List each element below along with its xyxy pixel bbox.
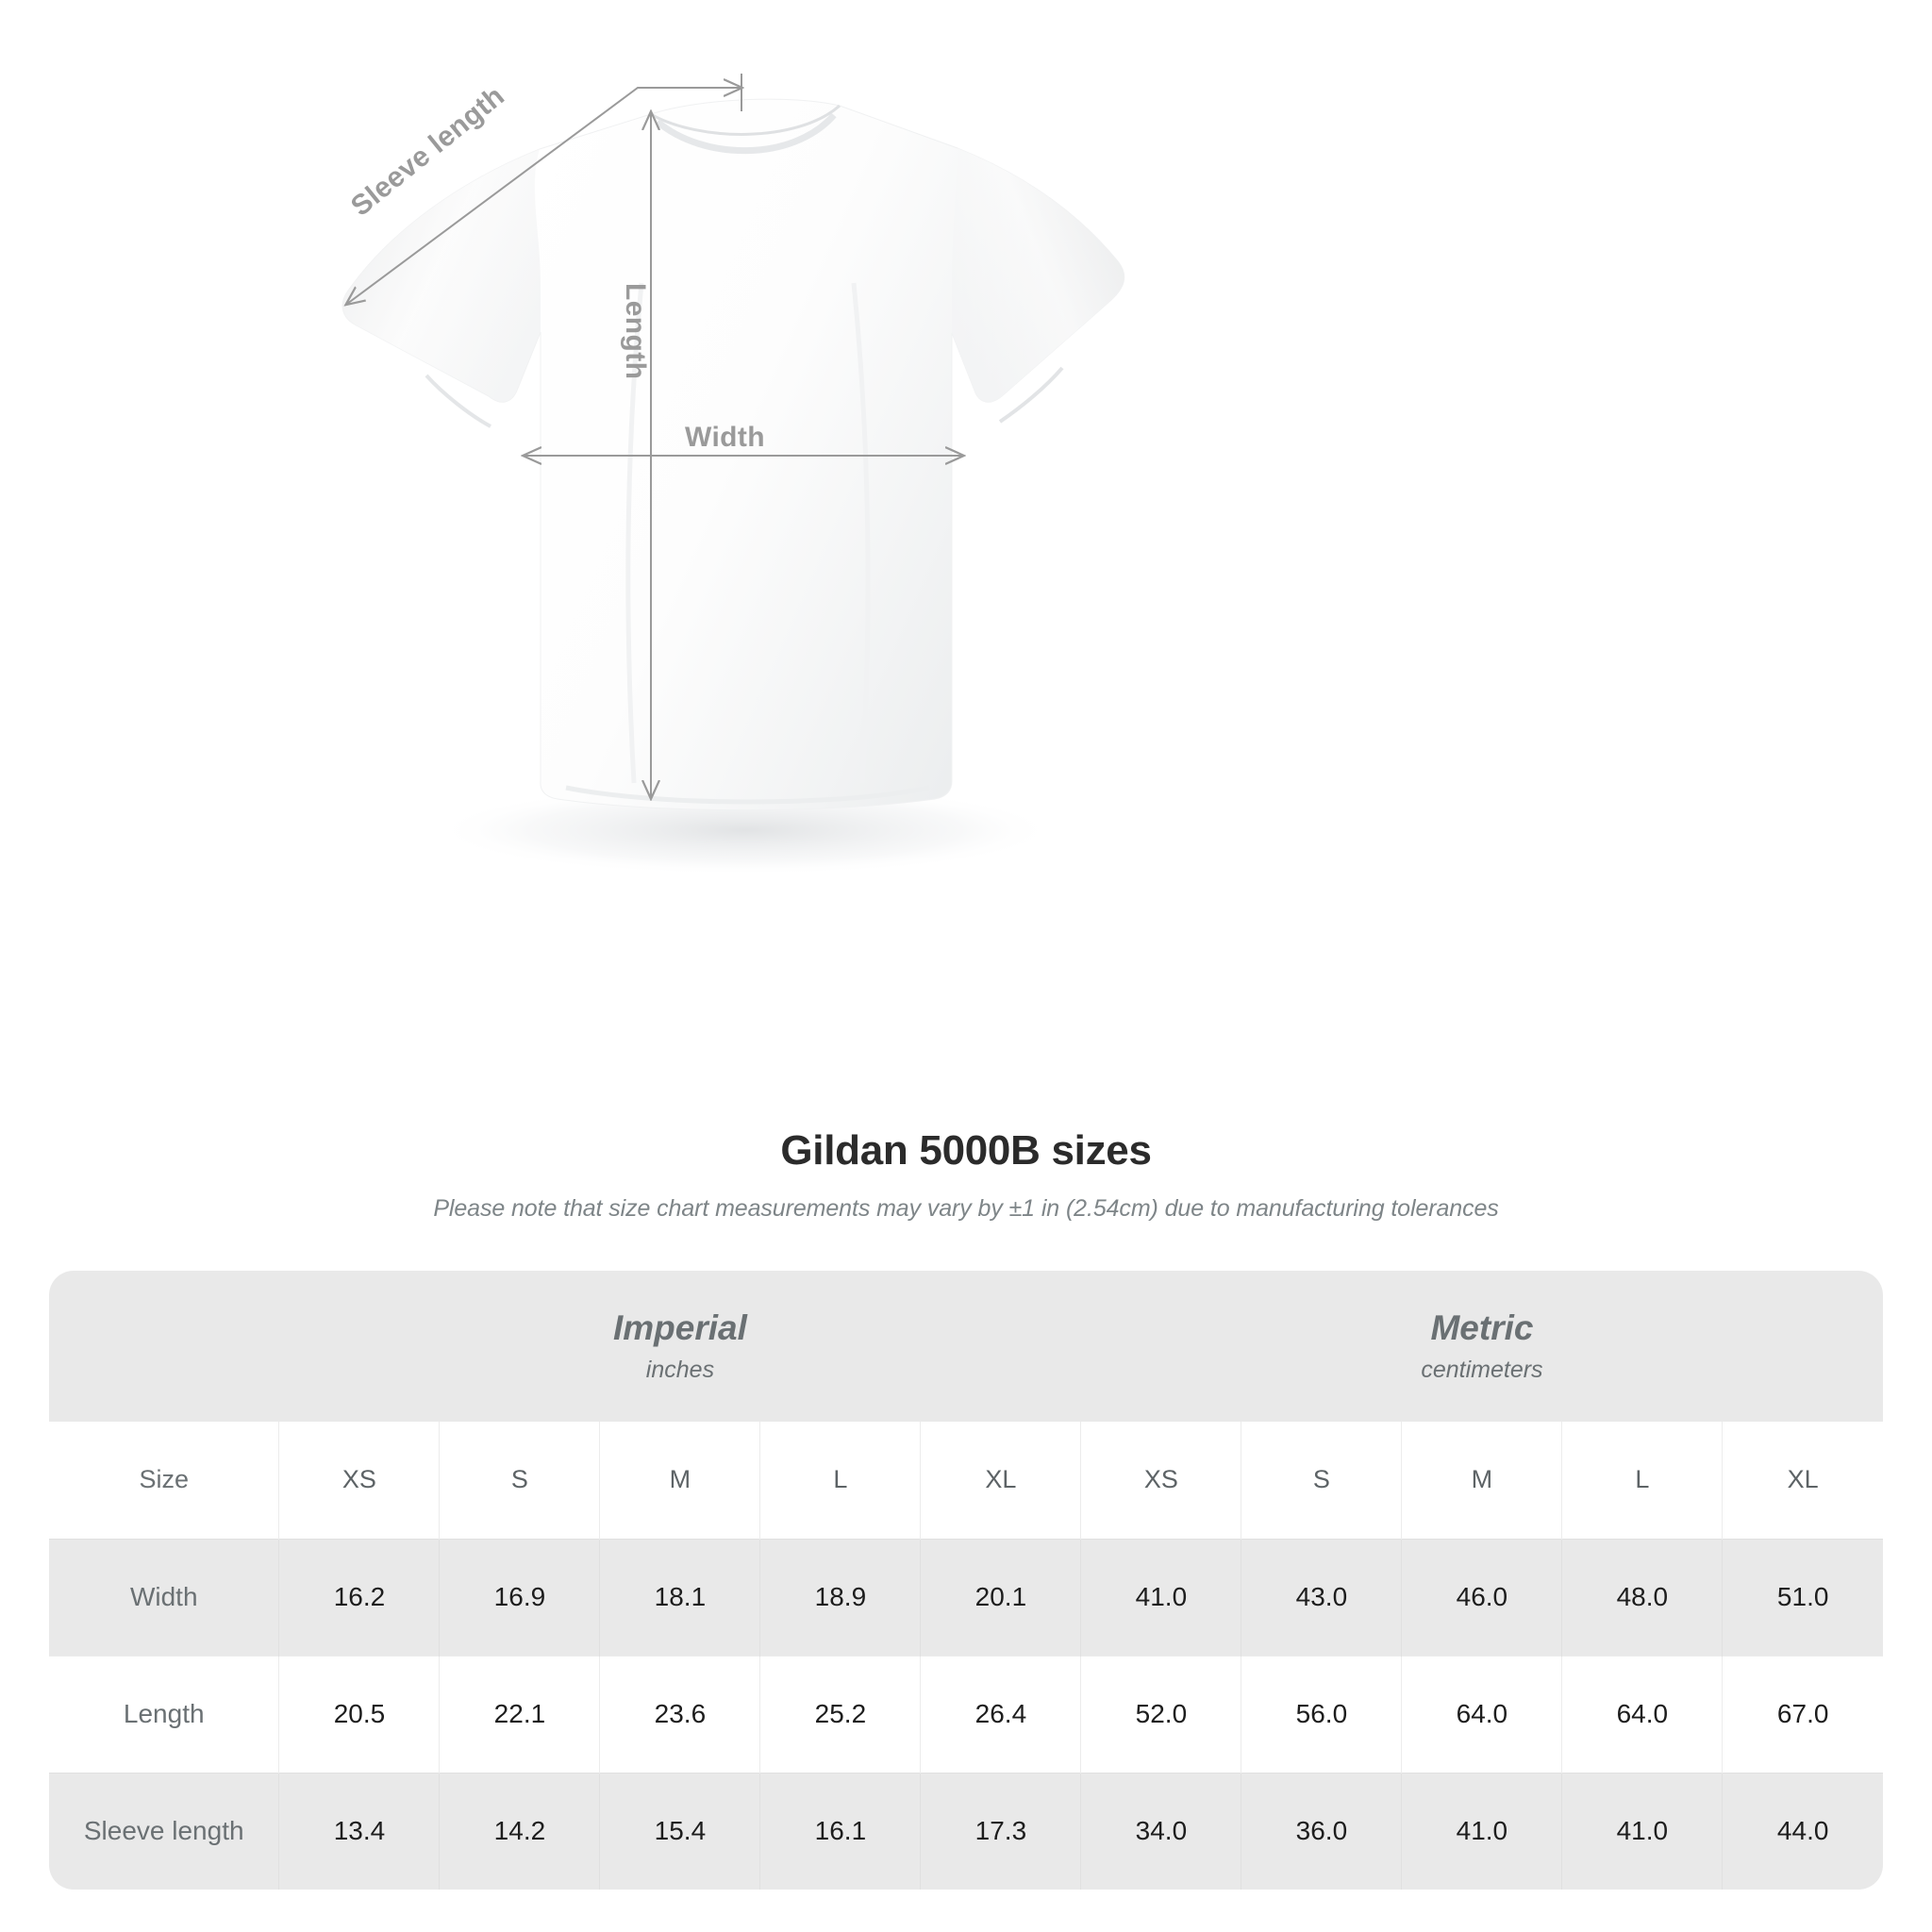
cell-sleeve-metric-xl: 44.0 (1722, 1772, 1883, 1890)
size-header-imperial-xs: XS (278, 1422, 441, 1539)
cell-sleeve-metric-l: 41.0 (1561, 1772, 1724, 1890)
size-header-imperial-m: M (599, 1422, 761, 1539)
cell-width-imperial-xl: 20.1 (920, 1538, 1082, 1656)
length-label: Length (620, 283, 651, 380)
unit-system-row: Imperial inches Metric centimeters (49, 1271, 1883, 1422)
size-header-label: Size (49, 1422, 280, 1539)
cell-width-metric-m: 46.0 (1401, 1538, 1563, 1656)
tshirt-diagram: Sleeve length Length Width (341, 74, 1125, 875)
cell-sleeve-metric-m: 41.0 (1401, 1772, 1563, 1890)
size-chart-table: Imperial inches Metric centimeters Size … (49, 1271, 1883, 1890)
cell-width-imperial-xs: 16.2 (278, 1538, 441, 1656)
page-title: Gildan 5000B sizes (780, 1127, 1152, 1174)
cell-width-imperial-s: 16.9 (439, 1538, 601, 1656)
unit-name-imperial: Imperial (612, 1308, 747, 1348)
cell-sleeve-imperial-xl: 17.3 (920, 1772, 1082, 1890)
cell-length-metric-xl: 67.0 (1722, 1655, 1883, 1773)
cell-length-metric-l: 64.0 (1561, 1655, 1724, 1773)
unit-sub-metric: centimeters (1421, 1356, 1543, 1383)
row-label-width: Width (49, 1538, 280, 1656)
sleeve-length-dimension (347, 74, 741, 304)
unit-cell-imperial: Imperial inches (278, 1271, 1081, 1422)
table-row: Sleeve length 13.4 14.2 15.4 16.1 17.3 3… (49, 1772, 1883, 1890)
size-header-metric-xl: XL (1722, 1422, 1883, 1539)
cell-sleeve-metric-s: 36.0 (1241, 1772, 1403, 1890)
size-header-metric-s: S (1241, 1422, 1403, 1539)
cell-length-imperial-xl: 26.4 (920, 1655, 1082, 1773)
cell-sleeve-imperial-m: 15.4 (599, 1772, 761, 1890)
title-block: Gildan 5000B sizes Please note that size… (0, 1127, 1932, 1223)
cell-length-imperial-s: 22.1 (439, 1655, 601, 1773)
cell-length-metric-s: 56.0 (1241, 1655, 1403, 1773)
cell-length-imperial-l: 25.2 (759, 1655, 922, 1773)
cell-length-metric-xs: 52.0 (1080, 1655, 1242, 1773)
cell-width-metric-xs: 41.0 (1080, 1538, 1242, 1656)
size-header-metric-l: L (1561, 1422, 1724, 1539)
unit-cell-metric: Metric centimeters (1080, 1271, 1883, 1422)
tshirt-body (341, 98, 1125, 811)
size-header-row: Size XS S M L XL XS S M L XL (49, 1422, 1883, 1539)
cell-sleeve-metric-xs: 34.0 (1080, 1772, 1242, 1890)
size-header-imperial-l: L (759, 1422, 922, 1539)
cell-width-metric-s: 43.0 (1241, 1538, 1403, 1656)
row-label-length: Length (49, 1655, 280, 1773)
cell-length-metric-m: 64.0 (1401, 1655, 1563, 1773)
cell-sleeve-imperial-xs: 13.4 (278, 1772, 441, 1890)
size-header-imperial-s: S (439, 1422, 601, 1539)
width-label: Width (685, 422, 766, 453)
unit-spacer-cell (49, 1271, 279, 1422)
cell-width-imperial-l: 18.9 (759, 1538, 922, 1656)
table-row: Length 20.5 22.1 23.6 25.2 26.4 52.0 56.… (49, 1655, 1883, 1773)
table-row: Width 16.2 16.9 18.1 18.9 20.1 41.0 43.0… (49, 1538, 1883, 1656)
cell-sleeve-imperial-s: 14.2 (439, 1772, 601, 1890)
tolerance-note: Please note that size chart measurements… (433, 1195, 1499, 1222)
size-header-metric-xs: XS (1080, 1422, 1242, 1539)
tshirt-illustration (341, 74, 1125, 875)
cell-width-metric-xl: 51.0 (1722, 1538, 1883, 1656)
cell-sleeve-imperial-l: 16.1 (759, 1772, 922, 1890)
cell-width-imperial-m: 18.1 (599, 1538, 761, 1656)
cell-length-imperial-xs: 20.5 (278, 1655, 441, 1773)
unit-sub-imperial: inches (645, 1356, 715, 1383)
size-header-imperial-xl: XL (920, 1422, 1082, 1539)
size-header-metric-m: M (1401, 1422, 1563, 1539)
cell-length-imperial-m: 23.6 (599, 1655, 761, 1773)
cell-width-metric-l: 48.0 (1561, 1538, 1724, 1656)
size-chart-table-container: Imperial inches Metric centimeters Size … (49, 1271, 1883, 1890)
unit-name-metric: Metric (1430, 1308, 1534, 1348)
row-label-sleeve-length: Sleeve length (49, 1772, 280, 1890)
